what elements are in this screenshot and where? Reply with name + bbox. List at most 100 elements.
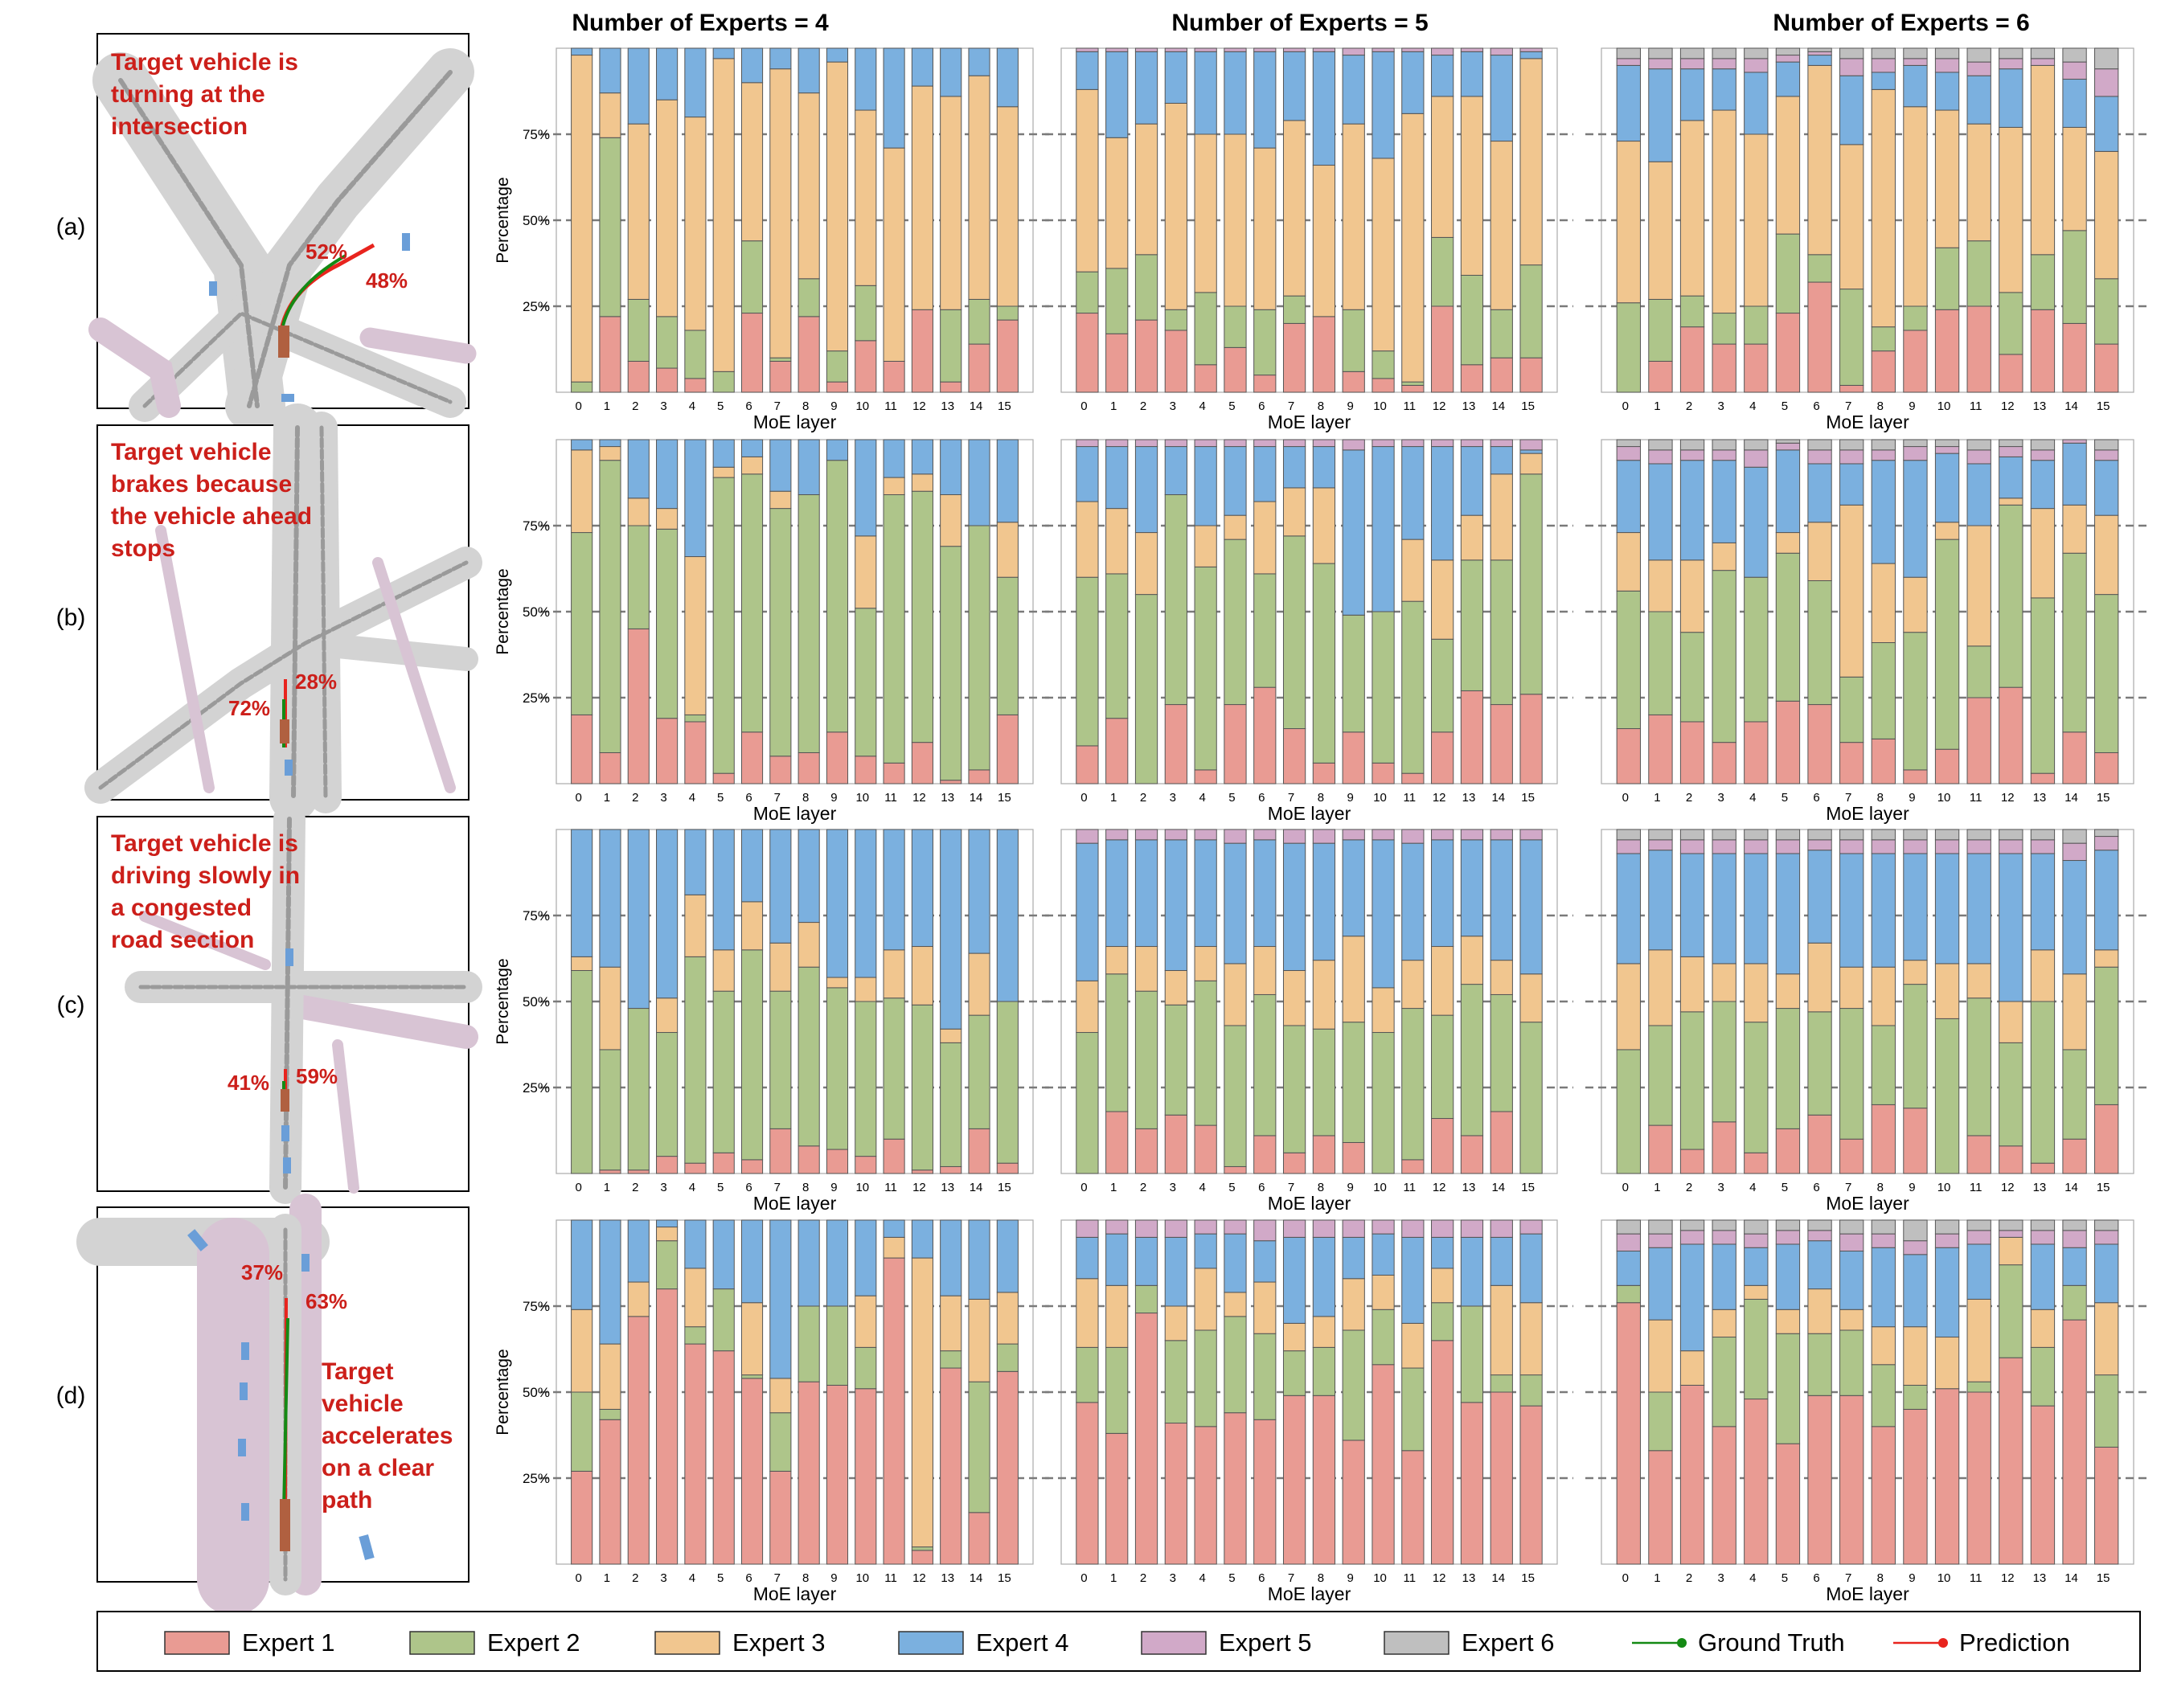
bar-segment-layer8-expert3 xyxy=(1871,88,1896,328)
x-tick-label: 9 xyxy=(1909,1571,1915,1585)
bar-segment-layer9-expert5 xyxy=(1903,839,1928,854)
x-tick-label: 9 xyxy=(1909,791,1915,805)
bar-segment-layer3-expert5 xyxy=(1164,1219,1187,1238)
bar-segment-layer15-expert1 xyxy=(996,1162,1019,1174)
bar-segment-layer11-expert2 xyxy=(1966,240,1991,307)
ground-truth-trajectory-d xyxy=(282,1317,289,1512)
bar-segment-layer6-expert5 xyxy=(1807,1230,1832,1242)
bar-segment-layer5-expert1 xyxy=(1224,704,1247,784)
scene-panel-a: Target vehicle is turning at the interse… xyxy=(88,33,477,434)
bar-segment-layer8-expert4 xyxy=(1312,51,1336,166)
x-tick-label: 14 xyxy=(2064,1181,2078,1194)
bar-segment-layer7-expert6 xyxy=(1839,47,1864,59)
x-tick-label: 3 xyxy=(1718,1181,1724,1194)
prob-label-d-2: 63% xyxy=(305,1289,347,1313)
bar-segment-layer6-expert2 xyxy=(1807,580,1832,706)
bar-segment-layer3-expert3 xyxy=(1712,109,1736,314)
bar-segment-layer12-expert6 xyxy=(1999,47,2023,59)
x-tick-label: 11 xyxy=(1404,1181,1417,1194)
x-tick-label: 5 xyxy=(1228,399,1235,413)
bar-segment-layer15-expert3 xyxy=(2094,150,2119,280)
bar-segment-layer2-expert2 xyxy=(1679,295,1705,328)
bar-segment-layer13-expert4 xyxy=(940,47,962,97)
bar-segment-layer11-expert5 xyxy=(1401,47,1425,52)
bar-segment-layer11-expert6 xyxy=(1966,47,1991,63)
bar-segment-layer10-expert1 xyxy=(1934,309,1960,393)
bar-segment-layer5-expert3 xyxy=(1775,973,1801,1010)
bar-segment-layer12-expert2 xyxy=(911,1546,933,1551)
bar-segment-layer0-expert5 xyxy=(1076,829,1099,844)
x-tick-label: 7 xyxy=(1845,1571,1851,1585)
x-tick-label: 2 xyxy=(1140,399,1146,413)
bar-segment-layer2-expert1 xyxy=(1134,1313,1158,1565)
bar-segment-layer11-expert2 xyxy=(1966,997,1991,1137)
bar-segment-layer7-expert3 xyxy=(1282,487,1306,537)
bar-segment-layer12-expert3 xyxy=(911,946,933,1006)
bar-segment-layer0-expert4 xyxy=(1616,853,1641,965)
bar-segment-layer1-expert1 xyxy=(599,1169,621,1174)
x-tick-label: 12 xyxy=(912,399,926,413)
target-vehicle-d xyxy=(280,1499,290,1551)
bar-segment-layer2-expert3 xyxy=(1134,532,1158,596)
bar-segment-layer11-expert6 xyxy=(1966,439,1991,451)
bar-segment-layer14-expert5 xyxy=(2062,842,2087,862)
bar-segment-layer0-expert4 xyxy=(1076,51,1099,90)
bar-segment-layer9-expert5 xyxy=(1903,58,1928,66)
bar-segment-layer13-expert6 xyxy=(2030,47,2056,59)
bar-segment-layer2-expert1 xyxy=(627,360,650,393)
bar-segment-layer13-expert3 xyxy=(2030,508,2056,599)
bar-segment-layer8-expert2 xyxy=(797,966,820,1147)
bar-segment-layer2-expert2 xyxy=(1134,990,1158,1129)
x-tick-label: 12 xyxy=(2001,1571,2015,1585)
bar-segment-layer12-expert2 xyxy=(1431,236,1454,307)
x-tick-label: 13 xyxy=(941,1181,954,1194)
bar-segment-layer7-expert1 xyxy=(1839,1138,1864,1174)
bar-segment-layer13-expert3 xyxy=(940,1295,962,1352)
bar-segment-layer8-expert4 xyxy=(1312,446,1336,489)
bar-segment-layer11-expert2 xyxy=(1401,381,1425,386)
bar-segment-layer1-expert3 xyxy=(1105,508,1129,575)
x-tick-label: 2 xyxy=(1686,1571,1692,1585)
bar-segment-layer14-expert1 xyxy=(2062,322,2087,393)
bar-segment-layer13-expert2 xyxy=(2030,1001,2056,1164)
bar-segment-layer8-expert2 xyxy=(1312,1346,1336,1396)
bar-segment-layer9-expert1 xyxy=(826,1384,849,1565)
bar-segment-layer0-expert5 xyxy=(1616,839,1641,854)
x-axis-label: MoE layer xyxy=(1268,1583,1351,1604)
bar-segment-layer15-expert3 xyxy=(1519,58,1543,266)
bar-segment-layer10-expert5 xyxy=(1372,829,1395,841)
x-tick-label: 14 xyxy=(970,1181,983,1194)
bar-segment-layer3-expert2 xyxy=(656,528,679,719)
bar-segment-layer10-expert6 xyxy=(1934,47,1960,59)
bar-segment-layer11-expert1 xyxy=(1401,1450,1425,1565)
bar-segment-layer9-expert2 xyxy=(1903,305,1928,331)
bar-segment-layer4-expert4 xyxy=(1744,1247,1769,1286)
bar-segment-layer0-expert4 xyxy=(1616,1251,1641,1286)
bar-segment-layer11-expert3 xyxy=(1966,525,1991,647)
bar-segment-layer4-expert2 xyxy=(1744,576,1769,723)
x-tick-label: 1 xyxy=(1110,1181,1117,1194)
prob-label-c-2: 59% xyxy=(296,1064,338,1088)
bar-segment-layer0-expert2 xyxy=(571,1391,593,1472)
bar-segment-layer12-expert5 xyxy=(1999,1230,2023,1238)
bar-segment-layer10-expert5 xyxy=(1372,439,1395,448)
bar-segment-layer10-expert1 xyxy=(855,756,877,784)
bar-segment-layer10-expert4 xyxy=(855,829,877,978)
x-tick-label: 7 xyxy=(1288,1571,1294,1585)
bar-segment-layer6-expert3 xyxy=(740,901,764,951)
bar-segment-layer12-expert3 xyxy=(1999,1236,2023,1266)
bar-segment-layer11-expert1 xyxy=(1966,1135,1991,1174)
prob-label-d-1: 37% xyxy=(241,1260,283,1284)
x-tick-label: 2 xyxy=(1686,791,1692,805)
bar-segment-layer5-expert5 xyxy=(1775,839,1801,854)
x-tick-label: 0 xyxy=(575,791,581,805)
bar-segment-layer9-expert3 xyxy=(826,977,849,989)
bar-segment-layer13-expert1 xyxy=(2030,309,2056,393)
x-tick-label: 6 xyxy=(1813,791,1819,805)
bar-segment-layer5-expert2 xyxy=(1775,1333,1801,1444)
bar-segment-layer15-expert5 xyxy=(2094,68,2119,97)
x-tick-label: 9 xyxy=(830,1181,837,1194)
bar-segment-layer5-expert3 xyxy=(1224,963,1247,1026)
